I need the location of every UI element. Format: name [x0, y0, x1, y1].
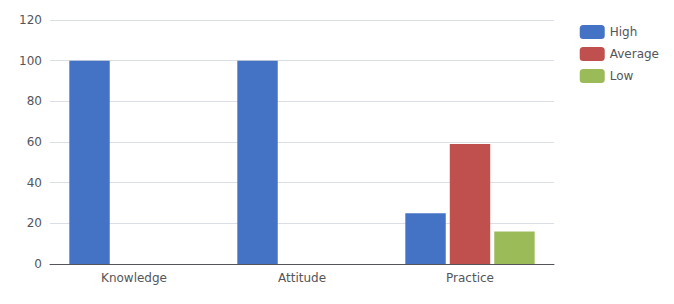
- svg-text:Attitude: Attitude: [278, 271, 326, 285]
- svg-text:Knowledge: Knowledge: [101, 271, 167, 285]
- svg-text:Average: Average: [610, 47, 659, 61]
- svg-text:40: 40: [27, 176, 42, 190]
- svg-text:Practice: Practice: [446, 271, 494, 285]
- svg-text:Low: Low: [610, 69, 634, 83]
- svg-text:60: 60: [27, 135, 42, 149]
- svg-text:100: 100: [19, 54, 42, 68]
- svg-text:80: 80: [27, 94, 42, 108]
- svg-text:0: 0: [34, 257, 42, 271]
- svg-text:High: High: [610, 25, 638, 39]
- svg-text:20: 20: [27, 216, 42, 230]
- svg-text:120: 120: [19, 13, 42, 27]
